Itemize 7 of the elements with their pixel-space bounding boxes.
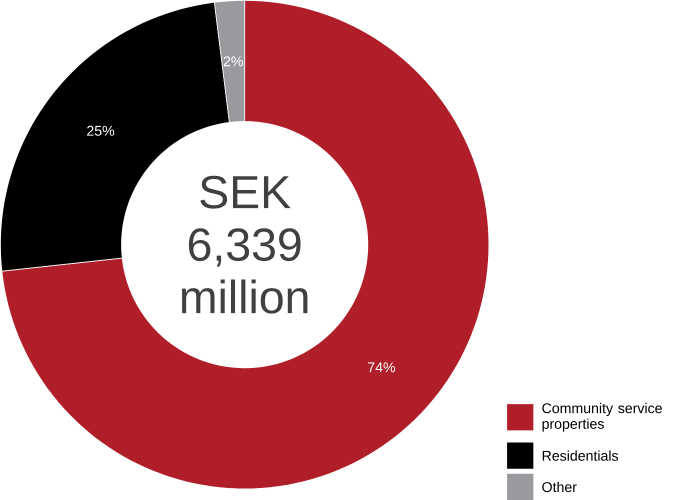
legend-label: Residentials [542, 450, 618, 461]
data-label: 25% [87, 126, 114, 136]
legend-label: Community service properties [542, 402, 662, 432]
data-label: 2% [224, 56, 243, 66]
data-label: 74% [368, 362, 396, 372]
text: SEK 6,339 million [182, 176, 308, 314]
legend-label: Other [542, 482, 577, 492]
